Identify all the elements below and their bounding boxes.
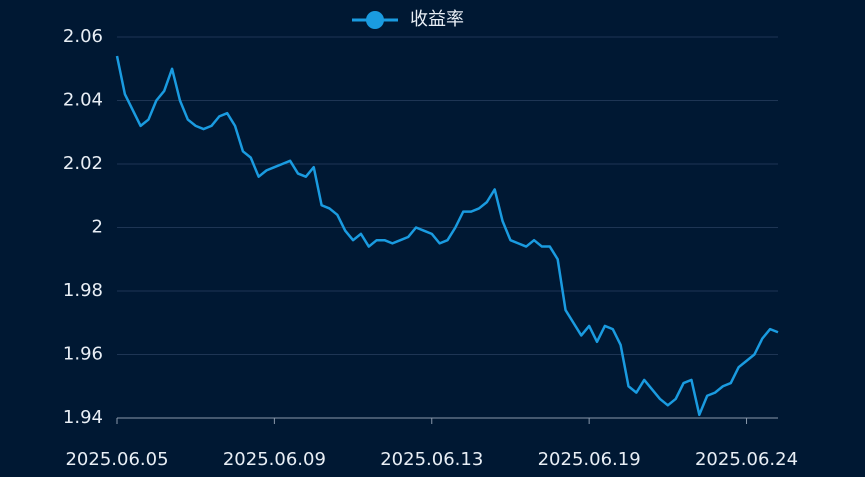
x-tick-label: 2025.06.24	[695, 449, 798, 470]
y-tick-label: 1.96	[63, 344, 103, 365]
x-tick-label: 2025.06.19	[538, 449, 641, 470]
x-tick-label: 2025.06.13	[380, 449, 483, 470]
x-tick-label: 2025.06.09	[223, 449, 326, 470]
legend-label: 收益率	[410, 9, 464, 30]
y-tick-label: 2.02	[63, 153, 103, 174]
y-tick-label: 1.98	[63, 280, 103, 301]
legend-marker	[366, 11, 384, 29]
line-series	[115, 55, 779, 417]
y-tick-label: 2.06	[63, 26, 103, 47]
x-tick-label: 2025.06.05	[65, 449, 168, 470]
y-tick-label: 2	[92, 217, 103, 238]
y-tick-label: 1.94	[63, 407, 103, 428]
y-tick-label: 2.04	[63, 90, 103, 111]
